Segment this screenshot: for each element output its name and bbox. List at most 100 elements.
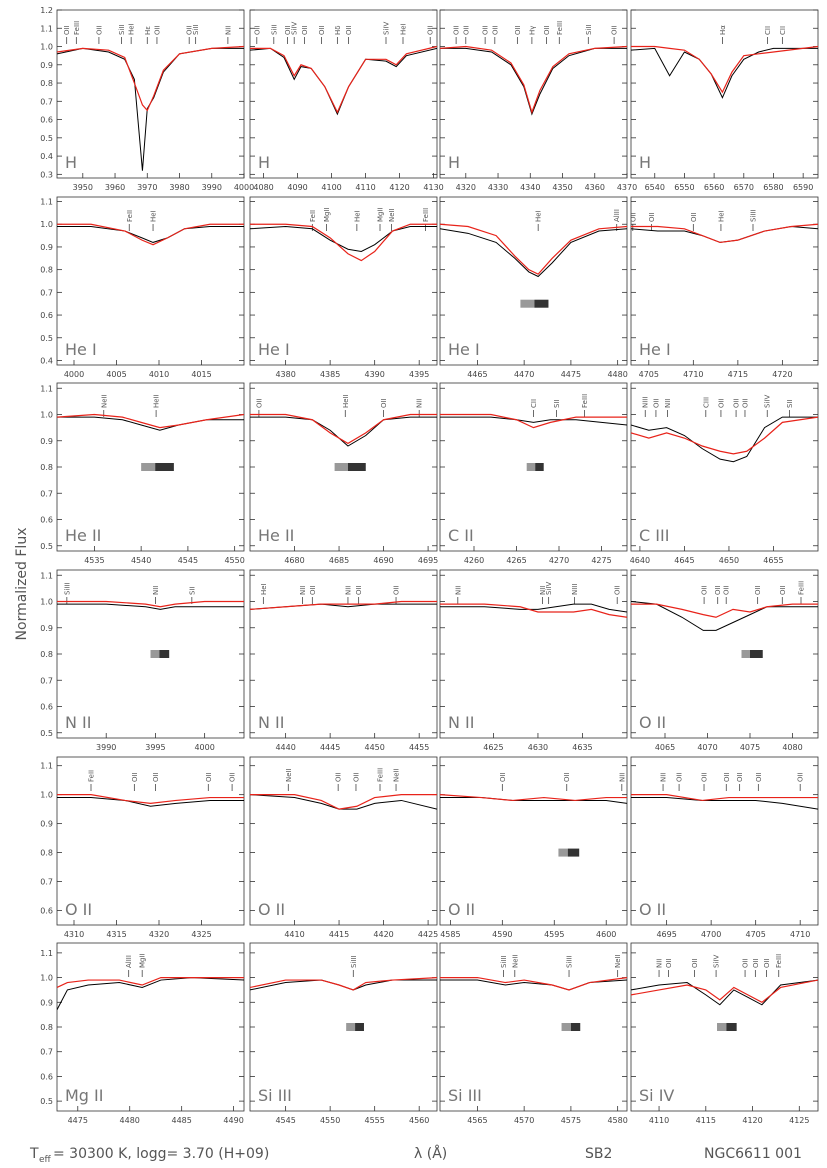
shift-range-high	[750, 650, 763, 658]
line-id: NII	[224, 26, 232, 35]
line-id: OII	[797, 772, 805, 782]
panel-frame	[56, 756, 245, 926]
x-tick-label: 4325	[191, 930, 211, 939]
spectra	[250, 413, 437, 447]
panel-frame	[249, 196, 438, 366]
line-id: MgII	[377, 207, 385, 222]
line-id: OII	[255, 398, 263, 408]
line-id: NeII	[614, 954, 622, 968]
line-id: OII	[186, 25, 194, 35]
model-spectrum	[440, 413, 627, 429]
line-id: NII	[656, 959, 664, 968]
panel-frame	[249, 756, 438, 926]
line-id: FeIII	[422, 208, 430, 222]
shift-range-high	[570, 1023, 581, 1031]
x-tick-label: 4710	[683, 370, 703, 379]
x-tick-label: 4385	[320, 370, 340, 379]
line-id: MgII	[139, 953, 147, 968]
model-spectrum	[440, 794, 627, 802]
x-tick-label: 4480	[120, 1116, 140, 1125]
x-tick-label: 6560	[704, 183, 724, 192]
line-id: OII	[665, 958, 673, 968]
x-tick-label: 4075	[740, 743, 760, 752]
line-id: OII	[742, 958, 750, 968]
y-tick-label: 0.7	[40, 676, 53, 685]
observed-spectrum	[440, 416, 627, 426]
line-id: OII	[153, 25, 161, 35]
model-spectrum	[440, 603, 627, 618]
y-tick-label: 0.8	[40, 849, 53, 858]
panel-frame	[56, 196, 245, 366]
line-id: SiIV	[764, 395, 772, 408]
spectra	[631, 45, 818, 99]
spectra	[631, 794, 818, 810]
x-tick-label: 4110	[649, 1116, 669, 1125]
spectra	[57, 413, 244, 431]
line-id: HeI	[717, 210, 725, 222]
y-tick-label: 0.9	[40, 61, 53, 70]
line-id: NII	[344, 586, 352, 595]
x-tick-label: 4330	[488, 183, 508, 192]
observed-spectrum	[631, 416, 818, 463]
x-tick-label: 4090	[287, 183, 307, 192]
line-id: FeII	[88, 770, 96, 782]
line-id: FeII	[309, 210, 317, 222]
line-id: Hδ	[334, 25, 342, 35]
y-tick-label: 0.9	[40, 998, 53, 1007]
x-tick-label: 4625	[483, 743, 503, 752]
panel-label: O II	[639, 900, 666, 919]
panel-label: N II	[448, 713, 475, 732]
spectra	[57, 223, 244, 246]
x-tick-label: 4555	[364, 1116, 384, 1125]
line-id: NII	[539, 586, 547, 595]
x-tick-label: 4065	[655, 743, 675, 752]
x-tick-label: 4360	[585, 183, 605, 192]
observed-spectrum	[57, 47, 244, 171]
y-tick-label: 1.1	[40, 24, 53, 33]
x-tick-label: 4110	[355, 183, 375, 192]
line-id: NII	[416, 399, 424, 408]
panel-label: He II	[258, 526, 294, 545]
line-id: FeIII	[556, 21, 564, 35]
binary-flag: SB2	[585, 1146, 612, 1162]
x-tick-label: 4705	[639, 370, 659, 379]
spectra	[250, 976, 437, 991]
x-tick-label: 4420	[373, 930, 393, 939]
model-spectrum	[631, 603, 818, 618]
shift-range-high	[155, 463, 174, 471]
teff-symbol: T	[29, 1146, 39, 1162]
line-id: NeII	[285, 768, 293, 782]
line-id: NeII	[511, 954, 519, 968]
line-id: OII	[393, 585, 401, 595]
line-id: OII	[453, 25, 461, 35]
x-tick-label: 6580	[763, 183, 783, 192]
spectra	[57, 45, 244, 171]
y-tick-label: 1.0	[40, 220, 53, 229]
observed-spectrum	[631, 47, 818, 99]
panel-label: O II	[448, 900, 475, 919]
shift-range-low	[346, 1023, 356, 1031]
panel-label: H	[65, 153, 77, 172]
spectra	[440, 603, 627, 618]
panel-label: O II	[258, 900, 285, 919]
x-tick-label: 4545	[275, 1116, 295, 1125]
x-tick-label: 4695	[418, 556, 438, 565]
line-id: OII	[714, 585, 722, 595]
x-tick-label: 4595	[544, 930, 564, 939]
x-tick-label: 4450	[364, 743, 384, 752]
y-tick-label: 0.6	[40, 516, 53, 525]
x-tick-label: 4440	[275, 743, 295, 752]
y-tick-label: 1.1	[40, 384, 53, 393]
model-spectrum	[250, 223, 437, 262]
x-tick-label: 4680	[284, 556, 304, 565]
spectra	[631, 416, 818, 463]
x-tick-label: 4080	[782, 743, 802, 752]
observed-spectrum	[631, 226, 818, 243]
spectra	[250, 600, 437, 610]
shift-range-high	[535, 463, 544, 471]
x-tick-label: 4350	[552, 183, 572, 192]
x-tick-label: 6590	[793, 183, 813, 192]
y-tick-label: 0.7	[40, 1048, 53, 1057]
model-spectrum	[250, 794, 437, 810]
x-tick-label: 4685	[329, 556, 349, 565]
